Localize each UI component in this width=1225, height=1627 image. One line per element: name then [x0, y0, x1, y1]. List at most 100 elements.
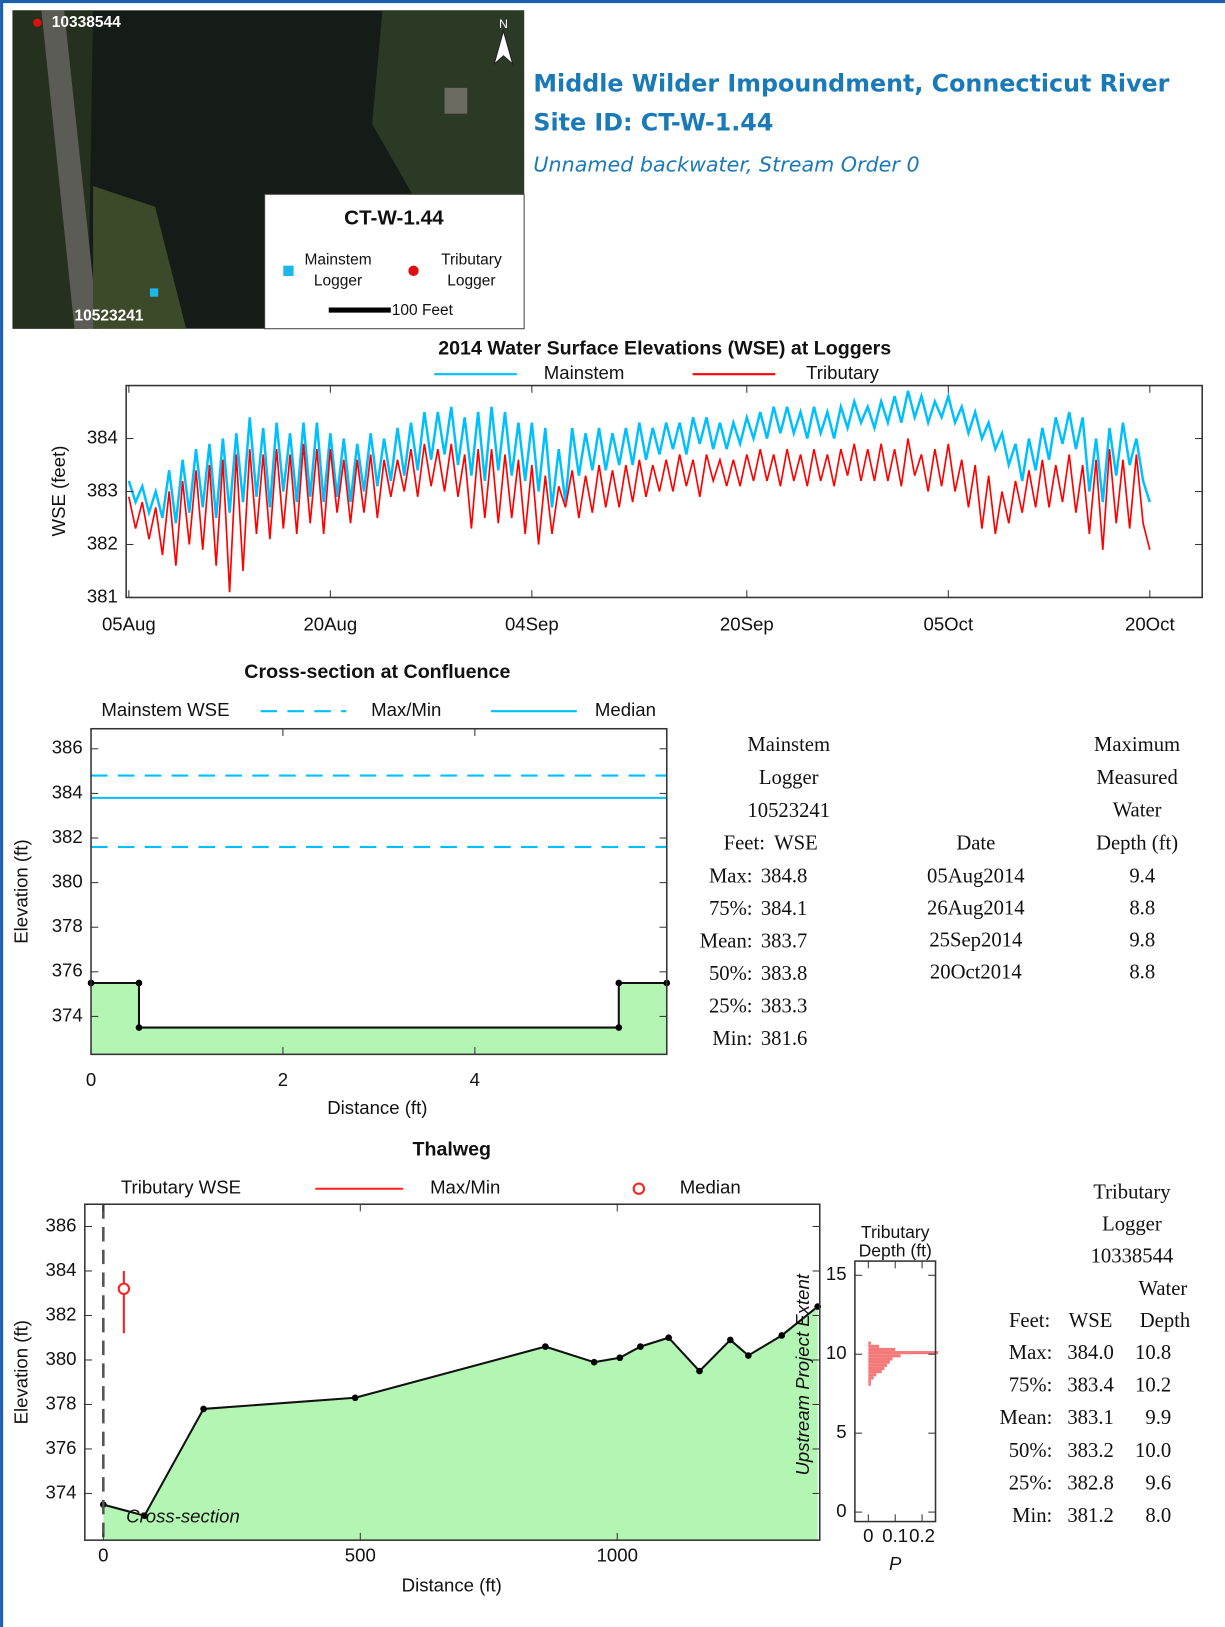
legend-label: Tributary [806, 362, 879, 383]
chart-title: 2014 Water Surface Elevations (WSE) at L… [438, 338, 891, 360]
plot-frame [855, 1261, 936, 1521]
profile-point [615, 1024, 622, 1031]
logger-label: 10338544 [52, 14, 121, 31]
histogram-bar [868, 1379, 871, 1382]
profile-point [617, 1354, 624, 1361]
profile-point [727, 1337, 734, 1344]
legend-title: Tributary WSE [121, 1177, 241, 1198]
y-tick-label: 374 [52, 1004, 83, 1025]
table-cell: Tributary [1093, 1182, 1171, 1204]
annotation: Cross-section [126, 1505, 240, 1526]
y-tick-label: 374 [46, 1481, 77, 1502]
y-tick-label: 382 [52, 826, 83, 847]
table-cell: Max: [1009, 1342, 1053, 1364]
page-title: Middle Wilder Impoundment, Connecticut R… [533, 69, 1169, 97]
x-tick-label: 1000 [597, 1545, 638, 1566]
table-cell: 9.8 [1129, 929, 1155, 951]
table-cell: 383.4 [1067, 1375, 1113, 1397]
table-cell: 50%: [1009, 1440, 1053, 1462]
y-tick-label: 380 [46, 1348, 77, 1369]
y-tick-label: 378 [52, 915, 83, 936]
map-title: CT-W-1.44 [344, 207, 444, 230]
x-tick-label: 0 [863, 1525, 873, 1546]
legend-title: Mainstem WSE [101, 699, 229, 720]
y-tick-label: 382 [87, 532, 118, 553]
y-tick-label: 383 [87, 479, 118, 500]
table-cell: 25%: [1009, 1473, 1053, 1495]
table-cell: 8.0 [1145, 1505, 1171, 1527]
annotation: Upstream Project Extent [792, 1273, 813, 1475]
x-axis-label: P [889, 1553, 902, 1574]
table-cell: Feet: [1009, 1310, 1050, 1332]
x-tick-label: 0.2 [909, 1525, 935, 1546]
y-tick-label: 382 [46, 1303, 77, 1324]
x-tick-label: 4 [470, 1069, 480, 1090]
table-cell: 9.6 [1145, 1473, 1171, 1495]
histogram-bar [868, 1345, 879, 1348]
x-tick-label: 500 [345, 1545, 376, 1566]
histogram-bar [868, 1342, 871, 1345]
profile-point [136, 1024, 143, 1031]
ground-fill [91, 983, 667, 1054]
legend-swatch [634, 1184, 644, 1194]
table-cell: 383.7 [761, 930, 807, 952]
histogram-bar [868, 1373, 876, 1376]
map-building [445, 88, 468, 114]
histogram-bar [868, 1348, 895, 1351]
histogram-bar [868, 1383, 871, 1386]
x-tick-label: 04Sep [505, 613, 559, 634]
x-axis-label: Distance (ft) [327, 1097, 427, 1118]
table-cell: Depth (ft) [1096, 832, 1178, 854]
y-tick-label: 384 [46, 1259, 77, 1280]
table-cell: Min: [712, 1028, 752, 1050]
histogram-bar [868, 1367, 884, 1370]
page: {"header": {"title": "Middle Wilder Impo… [0, 0, 1225, 1627]
x-tick-label: 0 [86, 1069, 96, 1090]
table-cell: 383.1 [1067, 1407, 1113, 1429]
x-axis-label: Distance (ft) [402, 1575, 502, 1596]
chart-title: Tributary [861, 1222, 930, 1242]
table-cell: Mainstem [747, 734, 830, 756]
legend-label: Logger [447, 272, 495, 289]
table-cell: 50%: [709, 963, 753, 985]
x-tick-label: 20Sep [720, 613, 774, 634]
chart-title: Thalweg [413, 1139, 492, 1161]
y-tick-label: 380 [52, 871, 83, 892]
mainstem-logger [150, 288, 158, 296]
y-tick-label: 0 [836, 1500, 846, 1521]
histogram-bar [868, 1354, 900, 1357]
histogram-bar [868, 1370, 881, 1373]
y-tick-label: 376 [52, 960, 83, 981]
y-tick-label: 384 [52, 781, 83, 802]
histogram-bar [868, 1364, 887, 1367]
table-cell: 384.0 [1067, 1342, 1113, 1364]
north-label: N [499, 17, 508, 31]
x-tick-label: 20Aug [303, 613, 357, 634]
profile-point [352, 1394, 359, 1401]
table-cell: 384.8 [761, 865, 807, 887]
table-cell: Measured [1096, 767, 1178, 789]
table-cell: WSE [1069, 1310, 1113, 1332]
y-tick-label: 386 [46, 1214, 77, 1235]
table-cell: 10.8 [1135, 1342, 1171, 1364]
table-cell: Water [1113, 800, 1162, 822]
y-axis-label: Elevation (ft) [11, 1320, 32, 1424]
y-tick-label: 378 [46, 1392, 77, 1413]
table-cell: Feet: [724, 832, 765, 854]
table-cell: Water [1139, 1278, 1188, 1300]
table-cell: 26Aug2014 [927, 897, 1025, 919]
profile-point [542, 1343, 549, 1350]
x-tick-label: 0 [98, 1545, 108, 1566]
legend-label: Mainstem [304, 252, 371, 269]
plot-frame [91, 729, 667, 1055]
legend-label: Median [680, 1177, 741, 1198]
y-tick-label: 381 [87, 585, 118, 606]
tributary-logger [33, 19, 41, 27]
histogram-bar [868, 1376, 873, 1379]
x-tick-label: 05Aug [102, 613, 156, 634]
table-cell: 9.9 [1145, 1407, 1171, 1429]
table-cell: 75%: [1009, 1375, 1053, 1397]
site-id: Site ID: CT-W-1.44 [533, 109, 773, 137]
table-cell: 25%: [709, 996, 753, 1018]
legend-label: Tributary [441, 252, 502, 269]
